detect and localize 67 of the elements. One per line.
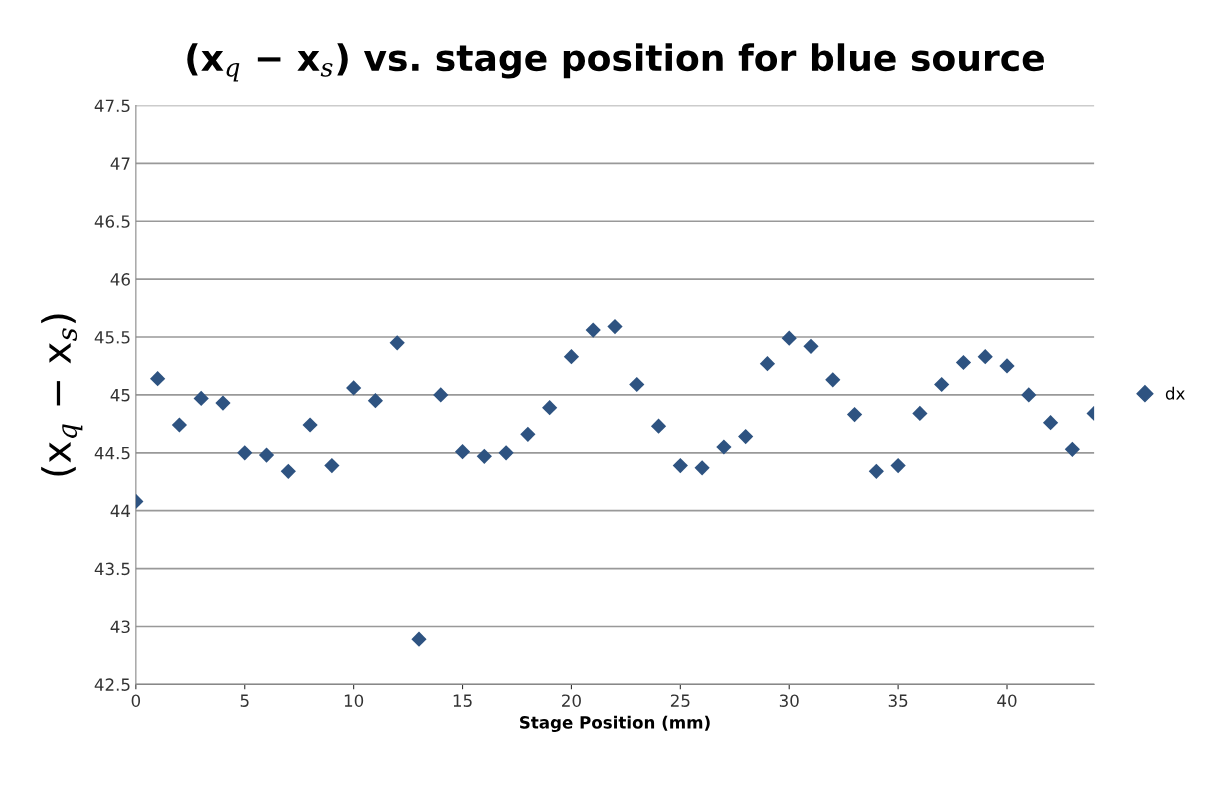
point xyxy=(454,444,471,460)
point xyxy=(324,457,340,474)
y-axis-title: (x$_{q}$ − x$_{s}$) xyxy=(41,314,83,476)
x-tick-label: 25 xyxy=(670,694,690,707)
x-tick-label: 0 xyxy=(131,694,141,707)
point xyxy=(977,349,993,365)
point xyxy=(912,405,928,422)
point xyxy=(193,390,209,406)
point xyxy=(825,372,841,388)
point xyxy=(1021,387,1037,403)
x-tick-label: 30 xyxy=(779,694,799,707)
point xyxy=(781,330,797,346)
y-tick-label: 42.5 xyxy=(94,678,130,691)
point xyxy=(389,335,405,351)
point xyxy=(694,460,710,476)
point xyxy=(1042,415,1059,431)
point xyxy=(1064,441,1080,457)
point xyxy=(302,417,318,433)
x-axis-title: Stage Position (mm) xyxy=(520,715,710,733)
point xyxy=(607,319,623,335)
chart-title: (x$_{q}$ − x$_{s}$) vs. stage position for blue source xyxy=(187,43,1044,82)
y-tick-label: 43.5 xyxy=(94,562,130,576)
y-tick-label: 47 xyxy=(110,157,130,170)
point xyxy=(672,457,688,474)
y-tick-label: 46 xyxy=(110,273,130,286)
point xyxy=(999,358,1015,374)
point xyxy=(367,393,384,409)
point xyxy=(846,406,863,423)
point xyxy=(890,457,906,474)
point xyxy=(563,349,580,365)
x-tick-label: 15 xyxy=(453,694,472,707)
point xyxy=(650,418,667,434)
point xyxy=(803,338,819,354)
point xyxy=(171,417,188,433)
y-tick-label: 44.5 xyxy=(94,446,130,460)
point xyxy=(868,463,884,479)
y-tick-label: 45.5 xyxy=(94,331,130,344)
x-tick-label: 10 xyxy=(344,694,364,707)
point xyxy=(585,322,601,338)
point xyxy=(520,426,536,442)
x-tick-label: 35 xyxy=(888,694,908,707)
point xyxy=(258,447,275,463)
point xyxy=(716,439,732,455)
point xyxy=(542,400,558,416)
point xyxy=(498,445,514,461)
point xyxy=(280,463,296,479)
point xyxy=(629,376,645,393)
y-tick-label: 47.5 xyxy=(94,99,130,113)
y-tick-label: 45 xyxy=(110,389,130,402)
point xyxy=(411,631,427,647)
point xyxy=(955,354,972,371)
point xyxy=(934,376,950,393)
point xyxy=(759,356,776,372)
y-tick-label: 46.5 xyxy=(94,215,130,228)
point xyxy=(738,428,754,445)
point xyxy=(346,380,362,396)
x-tick-label: 5 xyxy=(240,694,249,707)
x-tick-label: 20 xyxy=(562,694,581,707)
legend-label: dx xyxy=(1165,386,1185,400)
point xyxy=(476,448,492,464)
x-tick-label: 40 xyxy=(997,694,1017,707)
point xyxy=(150,371,166,387)
point xyxy=(433,387,449,403)
y-tick-label: 44 xyxy=(110,504,131,518)
point xyxy=(237,445,253,461)
y-tick-label: 43 xyxy=(110,620,130,634)
point xyxy=(215,395,231,411)
